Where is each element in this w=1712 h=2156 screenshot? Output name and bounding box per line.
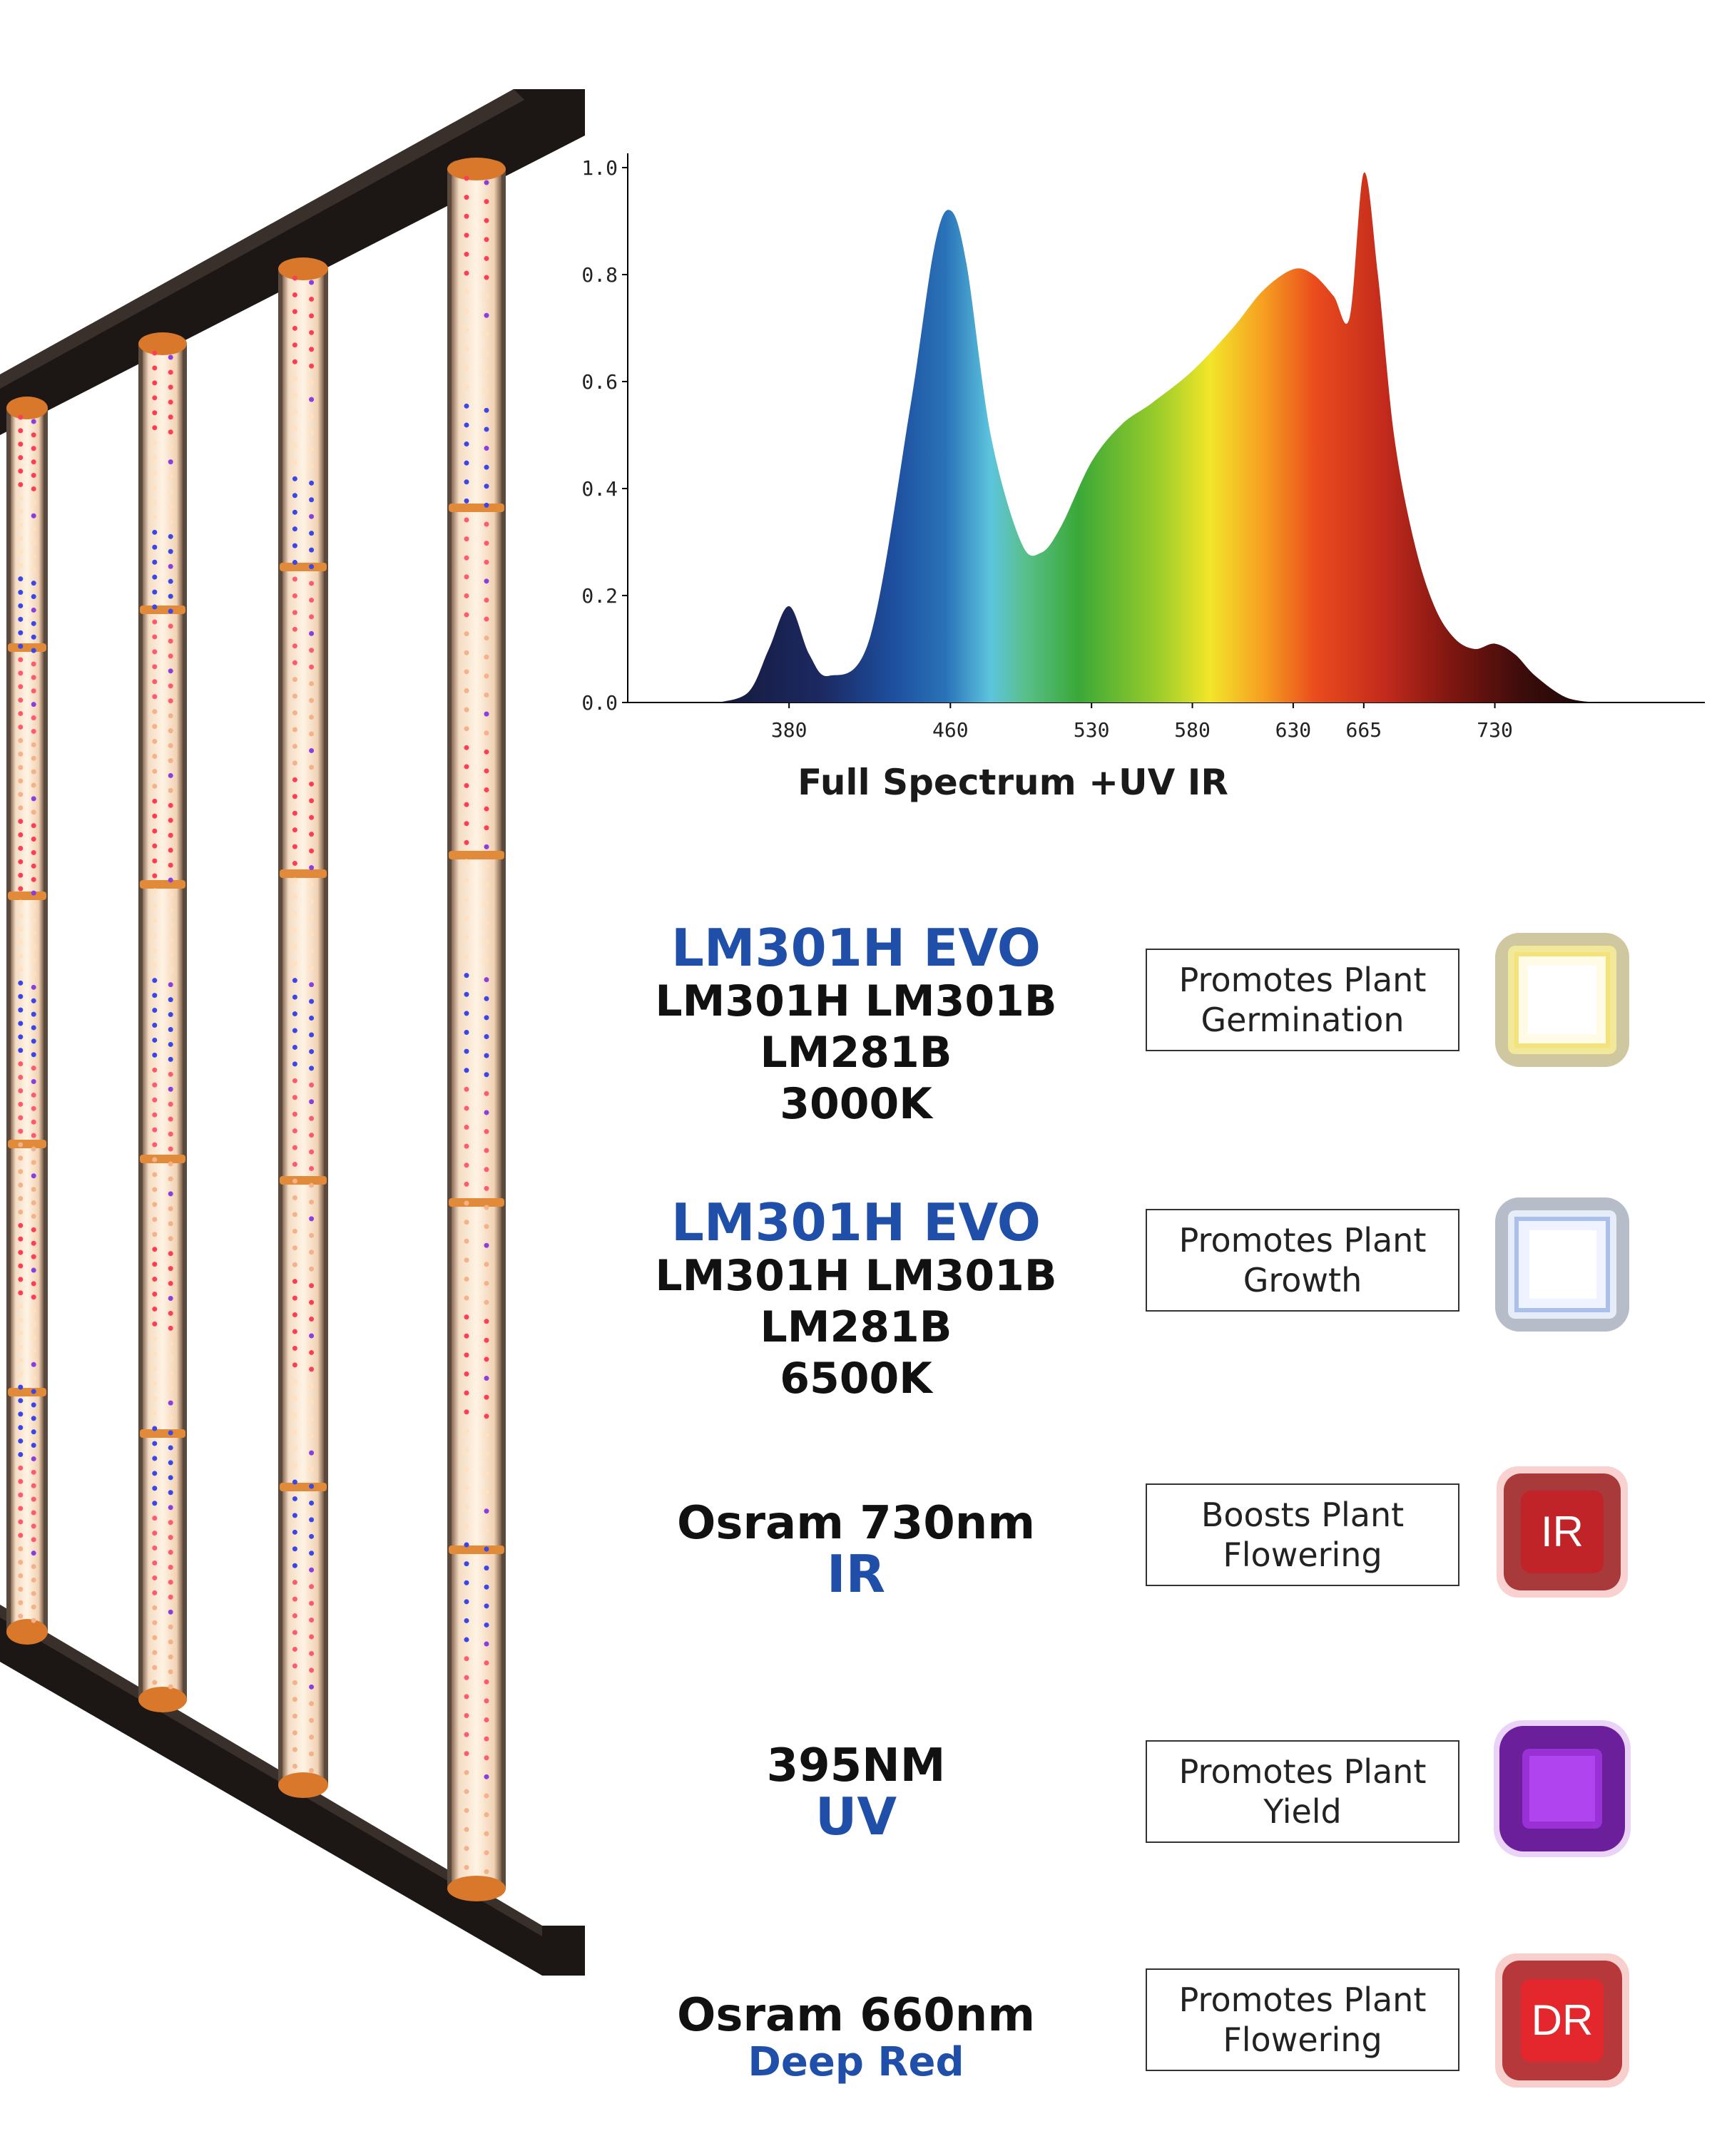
x-tick-label: 580 <box>1174 718 1211 742</box>
led-row-6500k: LM301H EVO LM301H LM301B LM281B 6500K Pr… <box>571 1195 1698 1409</box>
benefit-box: Promotes Plant Yield <box>1146 1740 1459 1843</box>
led-chip-dr-icon: DR <box>1495 1953 1629 2088</box>
y-tick-label: 0.6 <box>581 370 618 394</box>
x-tick-label: 530 <box>1074 718 1110 742</box>
led-chip-ir-icon: IR <box>1497 1466 1628 1598</box>
x-tick-label: 665 <box>1346 718 1382 742</box>
led-chip-warm-icon <box>1495 933 1629 1067</box>
chip-label: IR <box>1541 1508 1584 1555</box>
led-bar <box>6 397 48 1645</box>
spectrum-chart: 0.0 0.2 0.4 0.6 0.8 1.0 380 460 530 580 630 665 730 <box>581 153 1705 742</box>
y-tick-label: 0.8 <box>581 263 618 287</box>
y-tick-label: 0.4 <box>581 477 618 501</box>
x-tick-label: 730 <box>1477 718 1513 742</box>
y-tick-label: 0.2 <box>581 584 618 608</box>
led-name: Osram 730nm <box>676 1497 1036 1550</box>
led-row-ir: Osram 730nm IR Boosts Plant Flowering IR <box>571 1466 1698 1669</box>
led-models: LM301H LM301B LM281B <box>655 1251 1057 1352</box>
led-color-temp: 6500K <box>780 1354 932 1404</box>
y-tick-label: 0.0 <box>581 691 618 715</box>
led-name: 395NM <box>766 1739 946 1792</box>
led-type: IR <box>826 1544 886 1604</box>
led-row-deep-red: Osram 660nm Deep Red Promotes Plant Flow… <box>571 1953 1698 2154</box>
led-chip-uv-icon <box>1494 1720 1631 1857</box>
benefit-box: Boosts Plant Flowering <box>1146 1483 1459 1586</box>
led-color-temp: 3000K <box>780 1079 932 1129</box>
y-tick-label: 1.0 <box>581 156 618 180</box>
led-fixture-illustration <box>0 89 585 1976</box>
benefit-box: Promotes Plant Germination <box>1146 949 1459 1051</box>
chart-title: Full Spectrum +UV IR <box>798 762 1228 803</box>
benefit-box: Promotes Plant Flowering <box>1146 1968 1459 2071</box>
led-name: Osram 660nm <box>676 1989 1036 2042</box>
led-row-uv: 395NM UV Promotes Plant Yield <box>571 1720 1698 1926</box>
led-type: UV <box>815 1787 897 1846</box>
x-tick-label: 380 <box>771 718 807 742</box>
led-chip-cool-icon <box>1495 1197 1629 1332</box>
led-bar <box>278 257 328 1798</box>
led-bar <box>138 332 187 1712</box>
led-series-name: LM301H EVO <box>671 1192 1041 1252</box>
led-row-3000k: LM301H EVO LM301H LM301B LM281B 3000K Pr… <box>571 920 1698 1134</box>
led-models: LM301H LM301B LM281B <box>655 976 1057 1078</box>
led-bar <box>447 158 506 1901</box>
x-tick-label: 630 <box>1275 718 1312 742</box>
benefit-box: Promotes Plant Growth <box>1146 1209 1459 1312</box>
led-type: Deep Red <box>748 2039 964 2085</box>
spectrum-area <box>718 172 1596 703</box>
led-series-name: LM301H EVO <box>671 918 1041 978</box>
chip-label: DR <box>1532 1996 1594 2044</box>
x-tick-label: 460 <box>932 718 969 742</box>
